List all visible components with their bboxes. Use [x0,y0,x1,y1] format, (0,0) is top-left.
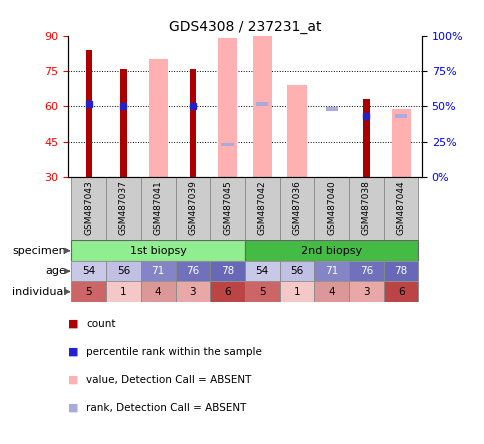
Text: 56: 56 [117,266,130,276]
Text: GSM487043: GSM487043 [84,180,93,235]
Text: percentile rank within the sample: percentile rank within the sample [86,347,262,357]
Text: 2nd biopsy: 2nd biopsy [301,246,362,256]
Text: ■: ■ [68,319,78,329]
Bar [106,178,140,241]
Bar [106,261,140,281]
Bar [175,261,210,281]
Text: 6: 6 [397,287,404,297]
Text: value, Detection Call = ABSENT: value, Detection Call = ABSENT [86,375,251,385]
Text: 3: 3 [189,287,196,297]
Bar [348,261,383,281]
Text: GSM487042: GSM487042 [257,180,266,235]
Bar [71,281,106,302]
Text: 1: 1 [293,287,300,297]
Text: 1st biopsy: 1st biopsy [129,246,186,256]
Text: ■: ■ [68,403,78,413]
Text: specimen: specimen [13,246,66,256]
Text: 71: 71 [151,266,165,276]
Bar [175,178,210,241]
Bar [140,261,175,281]
Bar [348,178,383,241]
Bar [210,281,244,302]
Bar [218,38,237,178]
Text: GSM487038: GSM487038 [361,180,370,235]
Bar [383,281,418,302]
Bar [140,178,175,241]
Bar [325,107,337,111]
Bar [221,143,233,146]
Bar [244,281,279,302]
Text: 56: 56 [290,266,303,276]
Bar [244,178,279,241]
Bar [210,178,244,241]
Text: 78: 78 [221,266,234,276]
Bar [175,281,210,302]
Text: GSM487044: GSM487044 [396,180,405,235]
Text: 78: 78 [393,266,407,276]
Bar [391,109,410,178]
Bar [252,36,271,178]
Bar [279,178,314,241]
Text: count: count [86,319,116,329]
Bar [189,69,196,178]
Text: 71: 71 [324,266,338,276]
Bar [244,261,279,281]
Text: ■: ■ [68,375,78,385]
Text: 54: 54 [82,266,95,276]
Text: GSM487045: GSM487045 [223,180,231,235]
Text: GSM487037: GSM487037 [119,180,128,235]
Text: 1: 1 [120,287,126,297]
Text: GSM487041: GSM487041 [153,180,162,235]
Bar [314,178,348,241]
Bar [210,261,244,281]
Bar [120,69,126,178]
Bar [244,241,418,261]
Title: GDS4308 / 237231_at: GDS4308 / 237231_at [168,20,320,35]
Text: 6: 6 [224,287,230,297]
Bar [287,85,306,178]
Text: rank, Detection Call = ABSENT: rank, Detection Call = ABSENT [86,403,246,413]
Bar [71,261,106,281]
Bar [140,281,175,302]
Bar [314,261,348,281]
Bar [383,178,418,241]
Bar [279,281,314,302]
Text: ■: ■ [68,347,78,357]
Text: 76: 76 [186,266,199,276]
Bar [279,261,314,281]
Bar [71,241,244,261]
Bar [148,59,167,178]
Text: age: age [45,266,66,276]
Text: 4: 4 [328,287,334,297]
Bar [363,99,369,178]
Text: 3: 3 [363,287,369,297]
Text: GSM487040: GSM487040 [327,180,335,235]
Text: GSM487039: GSM487039 [188,180,197,235]
Bar [85,50,91,178]
Text: GSM487036: GSM487036 [292,180,301,235]
Bar [71,178,106,241]
Bar [383,261,418,281]
Text: 76: 76 [359,266,372,276]
Text: individual: individual [12,287,66,297]
Bar [348,281,383,302]
Bar [106,281,140,302]
Text: 5: 5 [258,287,265,297]
Text: 54: 54 [255,266,268,276]
Bar [394,114,407,118]
Bar [314,281,348,302]
Text: 4: 4 [154,287,161,297]
Text: 5: 5 [85,287,92,297]
Bar [256,102,268,106]
